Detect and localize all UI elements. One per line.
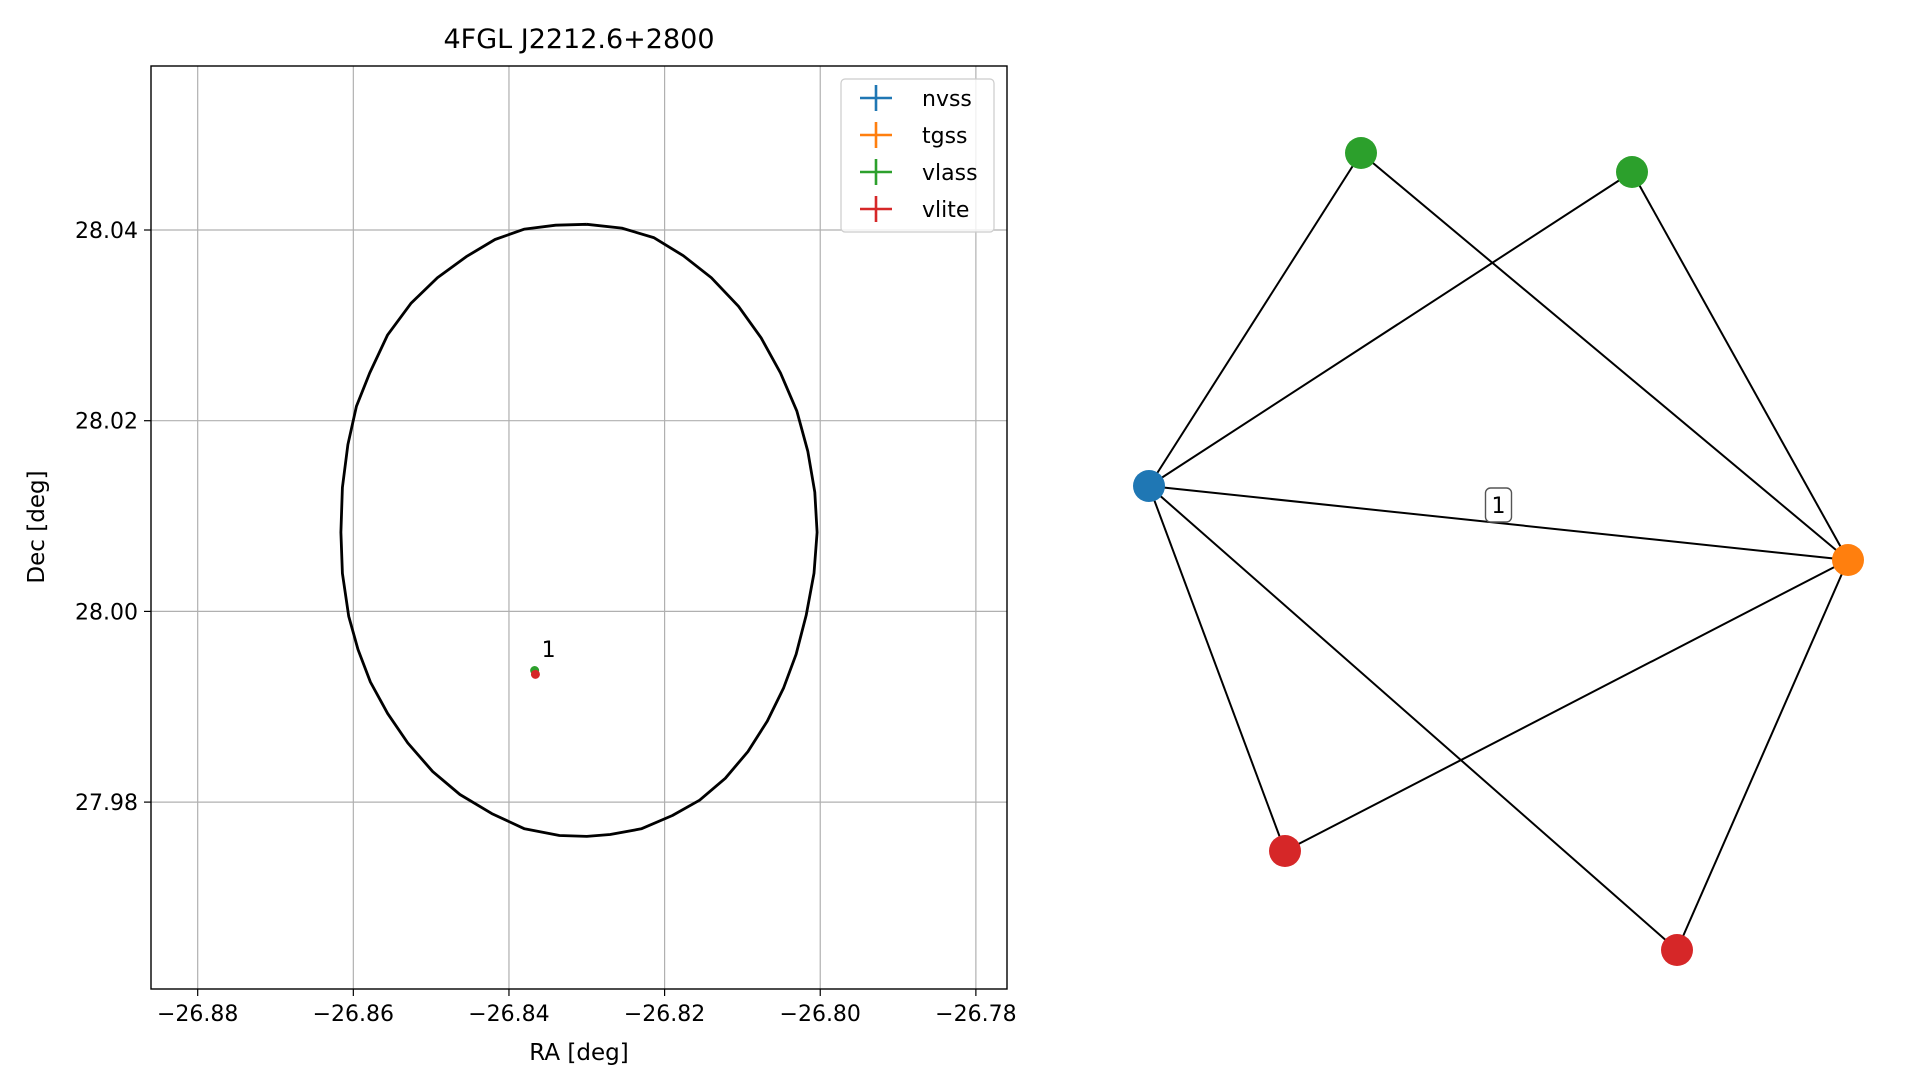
network-panel: 1	[1133, 137, 1864, 966]
annotation-layer: 1	[542, 638, 556, 663]
graph-edge	[1148, 485, 1678, 951]
graph-node-vlass	[1345, 137, 1377, 169]
graph-node-vlite	[1269, 835, 1301, 867]
x-tick-label: −26.80	[780, 1002, 861, 1027]
y-tick-label: 28.00	[75, 600, 138, 625]
x-tick-label: −26.82	[624, 1002, 705, 1027]
legend-label-tgss: tgss	[922, 124, 968, 149]
graph-edge	[1360, 152, 1849, 561]
y-tick-layer: 27.98 28.00 28.02 28.04	[75, 219, 151, 816]
y-axis-label: Dec [deg]	[24, 470, 50, 583]
x-axis-label: RA [deg]	[529, 1040, 628, 1066]
edge-label-layer: 1	[1484, 487, 1513, 523]
x-tick-label: −26.78	[935, 1002, 1016, 1027]
y-tick-label: 28.02	[75, 410, 138, 435]
plot-frame	[150, 65, 1008, 990]
x-tick-layer: −26.88 −26.86 −26.84 −26.82 −26.80 −26.78	[157, 989, 1017, 1027]
ellipse-layer	[339, 222, 819, 838]
point-annotation: 1	[542, 638, 556, 663]
vlite-point	[530, 669, 540, 679]
graph-edge	[1284, 559, 1849, 852]
graph-edge	[1148, 485, 1849, 561]
graph-edge	[1148, 171, 1633, 487]
graph-node-vlass	[1616, 156, 1648, 188]
edge-label: 1	[1492, 494, 1506, 519]
graph-node-tgss	[1832, 544, 1864, 576]
legend: nvss tgss vlass vlite	[840, 78, 995, 233]
x-tick-label: −26.86	[313, 1002, 394, 1027]
chart-title: 4FGL J2212.6+2800	[443, 24, 714, 55]
legend-box	[840, 78, 995, 233]
graph-edge	[1676, 559, 1849, 951]
node-layer	[1133, 137, 1864, 966]
y-tick-label: 27.98	[75, 791, 138, 816]
graph-node-vlite	[1661, 934, 1693, 966]
edge-layer	[1148, 152, 1849, 951]
legend-entries: nvss tgss vlass vlite	[860, 85, 978, 223]
points-layer	[530, 666, 540, 679]
graph-edge	[1148, 485, 1286, 852]
graph-edge	[1148, 152, 1362, 487]
graph-node-nvss	[1133, 470, 1165, 502]
localization-ellipse	[339, 222, 819, 838]
legend-label-nvss: nvss	[922, 87, 972, 112]
y-tick-label: 28.04	[75, 219, 138, 244]
x-tick-label: −26.88	[157, 1002, 238, 1027]
edge-label-box	[1484, 487, 1513, 523]
scatter-panel: 1 −26.88 −26.86 −26.84 −26.82 −26.80 −26.78 2…	[24, 24, 1017, 1066]
x-tick-label: −26.84	[468, 1002, 549, 1027]
legend-label-vlass: vlass	[922, 161, 978, 186]
graph-edge	[1631, 171, 1849, 561]
legend-label-vlite: vlite	[922, 198, 969, 223]
